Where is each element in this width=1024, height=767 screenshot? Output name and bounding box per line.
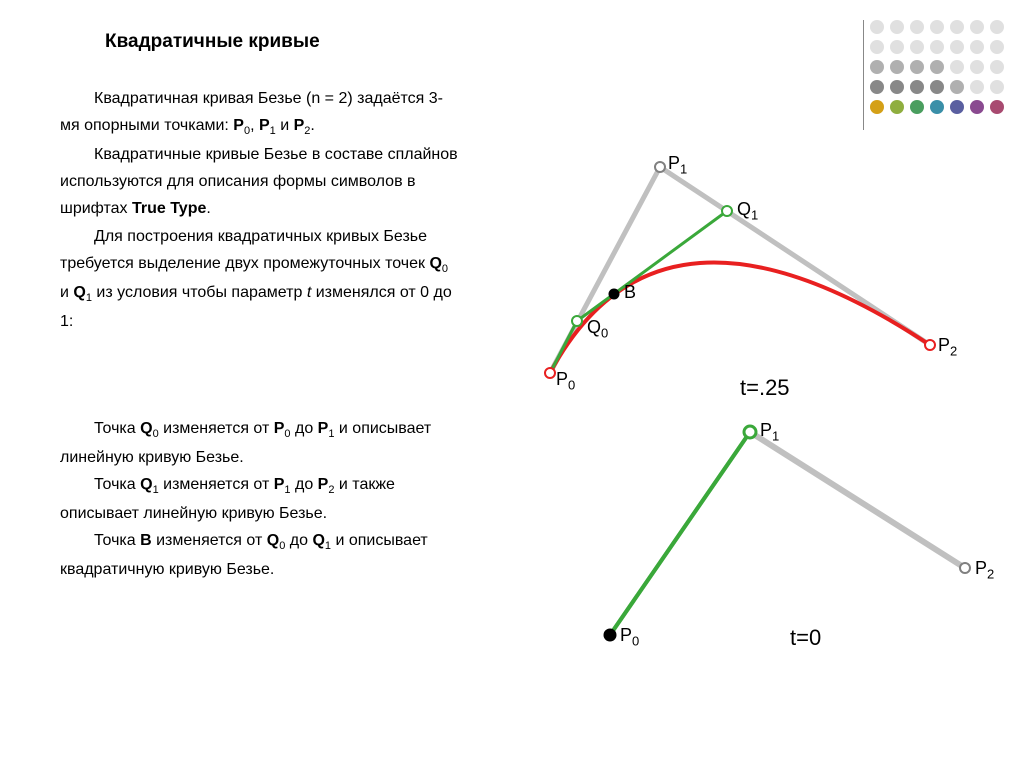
dot-grid	[870, 20, 1004, 120]
page-title: Квадратичные кривые	[105, 31, 320, 53]
paragraph-2: Точка Q0 изменяется от P0 до P1 и описыв…	[60, 415, 460, 583]
paragraph-1: Квадратичная кривая Безье (n = 2) задаёт…	[60, 85, 460, 335]
diagram-t0: P0P1P2t=0	[505, 400, 995, 670]
divider	[863, 20, 864, 130]
diagram-t025: P0P1P2Q0Q1Bt=.25	[505, 145, 995, 405]
